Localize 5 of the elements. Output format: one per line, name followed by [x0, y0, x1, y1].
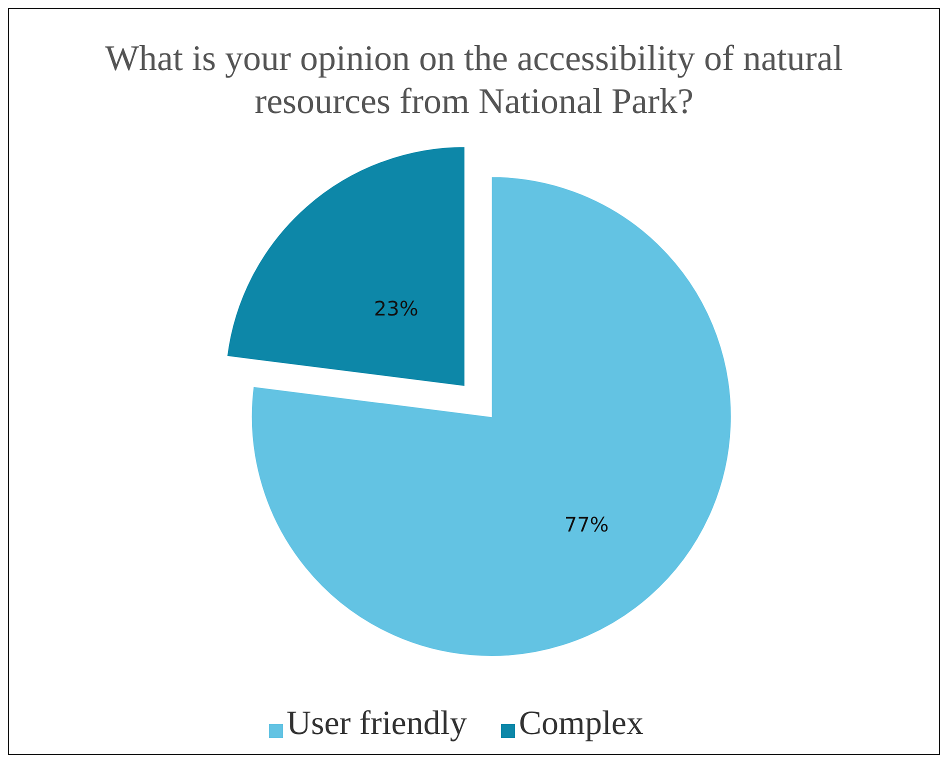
- data-label: 77%: [564, 512, 609, 537]
- legend-label: Complex: [518, 705, 644, 742]
- data-label: 23%: [374, 296, 418, 321]
- chart-title: What is your opinion on the accessibility of natural resources from National Park?: [104, 37, 844, 124]
- legend-label: User friendly: [286, 705, 467, 742]
